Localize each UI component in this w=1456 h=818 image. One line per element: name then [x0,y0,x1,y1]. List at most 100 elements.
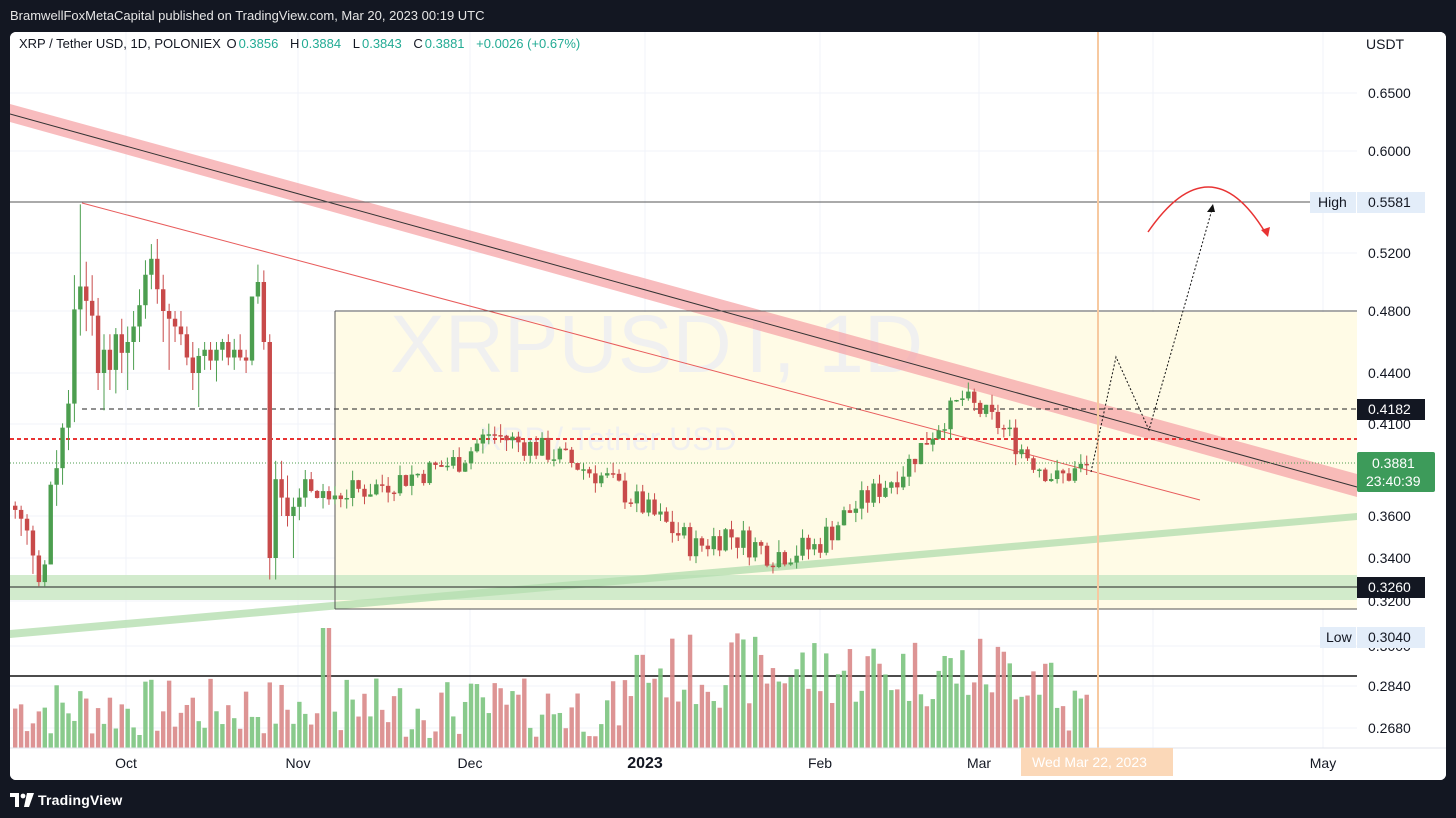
candle-body [380,484,385,486]
candle-body [835,525,841,541]
candle-body [415,473,420,476]
candle-body [1037,469,1042,472]
candle-body [504,435,509,441]
candle-body [516,436,521,443]
volume-bar [415,708,420,748]
volume-bar [1078,698,1083,748]
chart-panel[interactable]: XRPUSDT, 1D XRP / Tether USD USDT [10,32,1446,780]
volume-bar [66,713,71,748]
volume-bar [297,701,302,748]
candle-body [593,473,598,484]
candle-body [610,473,616,475]
volume-bar [155,730,160,748]
volume-bar [380,709,385,748]
candle-body [681,527,687,536]
candle-body [983,404,989,414]
legend-symbol[interactable]: XRP / Tether USD, 1D, POLONIEX [19,36,221,51]
candle-body [865,490,870,503]
volume-bar [131,727,136,748]
volume-bar [853,701,859,748]
volume-bar [942,655,947,748]
candle-body [693,538,699,557]
volume-bar [705,691,711,748]
price-chart[interactable]: XRPUSDT, 1D XRP / Tether USD USDT [10,32,1446,780]
candle-body [279,479,284,498]
x-axis-ticks[interactable]: OctNovDec2023FebMarAprMay [115,755,1336,772]
volume-bar [847,649,853,748]
volume-bar [403,736,409,748]
volume-bar [670,638,675,748]
candle-body [687,527,693,557]
volume-bar [539,714,545,748]
volume-bar [1043,663,1048,748]
volume-bar [593,736,598,748]
x-tick-label: Oct [115,755,137,771]
candle-body [853,508,859,513]
y-tick-label: 0.2840 [1368,678,1411,694]
volume-bar [267,682,272,748]
volume-bar [859,690,864,748]
x-tick-label: Feb [808,755,832,771]
candle-body [249,296,255,361]
candle-body [131,326,136,342]
candle-body [587,469,592,474]
candle-body [824,526,829,553]
volume-bar [249,716,255,748]
volume-bar [113,728,119,748]
volume-bar [30,723,36,748]
low-tag-bg [1320,627,1356,648]
volume-bar [1049,662,1054,748]
legend-low: 0.3843 [361,36,402,51]
candle-body [545,437,551,460]
candle-body [723,529,728,551]
volume-bar [960,650,965,748]
candle-body [172,318,178,327]
candle-body [344,497,349,500]
tradingview-brand[interactable]: TradingView [10,782,122,818]
candle-body [338,495,343,500]
candle-body [18,509,24,519]
candle-body [445,465,450,468]
volume-bar [356,716,361,748]
volume-bar [374,678,379,748]
candle-body [764,545,770,566]
cursor-date-bg [1021,748,1173,776]
x-tick-label: Mar [967,755,991,771]
volume-bar [314,713,320,748]
legend-o-label: O [226,36,237,51]
candle-body [1060,470,1066,474]
volume-bar [599,724,604,748]
candle-body [291,506,296,516]
candle-body [599,475,604,484]
candle-body [794,555,799,563]
candle-body [451,457,456,466]
volume-bar [107,697,113,748]
candle-body [113,334,119,370]
candle-body [883,487,888,497]
high-value: 0.5581 [1368,194,1411,210]
volume-bar [924,706,930,748]
candle-body [433,462,438,465]
volume-bar [652,678,657,748]
volume-bar [581,731,586,748]
candle-body [758,542,764,546]
candle-body [166,311,172,319]
candle-body [374,484,379,495]
candle-body [788,562,793,565]
candle-body [255,282,261,297]
volume-bar [841,670,847,748]
volume-bar [190,697,195,748]
candle-body [741,530,746,548]
candle-body [918,443,924,465]
legend-change: +0.0026 (+0.67%) [476,36,581,51]
volume-bar [764,683,770,748]
candle-body [640,491,645,513]
volume-bar [220,724,225,748]
x-tick-label: Dec [458,755,483,771]
candle-body [533,441,539,456]
volume-bar [344,679,349,748]
volume-bar [610,681,616,748]
tradingview-logo-icon [10,793,34,807]
level-0-4182-bg [1357,399,1425,420]
volume-bar [492,683,497,748]
